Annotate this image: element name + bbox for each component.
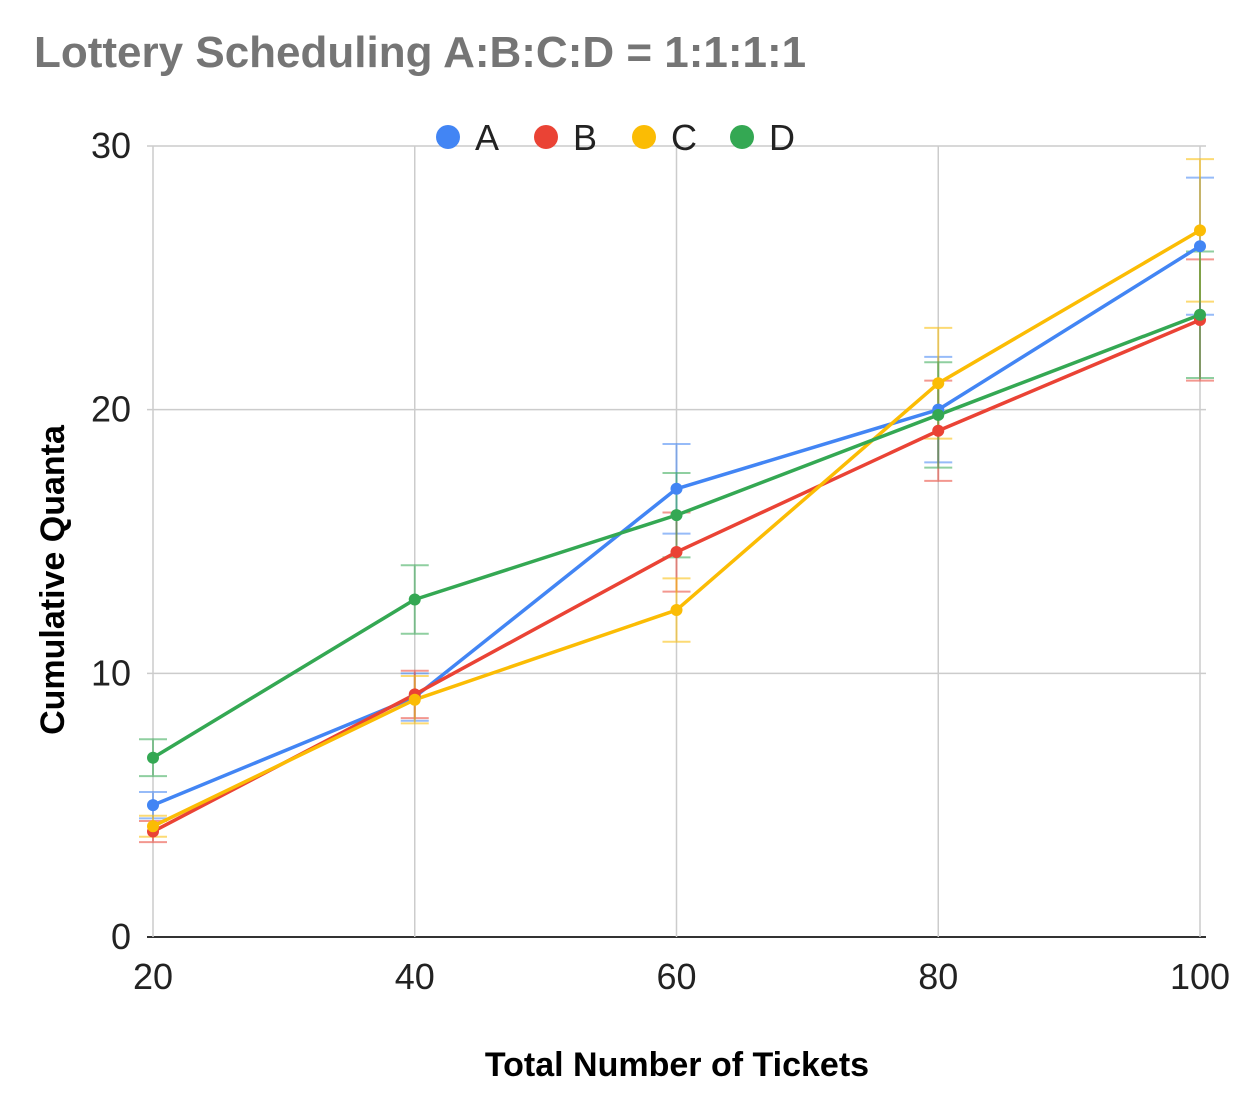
x-tick-label: 60 [656,956,696,997]
data-point-c [147,820,159,833]
legend-label: B [573,117,597,158]
x-tick-label: 80 [918,956,958,997]
data-point-d [1194,308,1206,321]
data-point-a [1194,240,1206,253]
legend-item-c: C [632,117,697,158]
x-tick-labels: 20 40 60 80 100 [133,956,1230,997]
y-tick-label: 10 [91,652,131,693]
data-point-d [147,751,159,764]
legend-item-b: B [534,117,597,158]
data-point-a [670,482,683,495]
data-point-c [408,693,421,706]
y-tick-labels: 0 10 20 30 [91,125,131,957]
x-tick-label: 100 [1170,956,1230,997]
legend-label: D [769,117,795,158]
y-axis-title: Cumulative Quanta [34,424,72,735]
legend: A B C D [436,117,795,158]
data-point-b [932,424,945,437]
legend-marker [730,125,754,149]
y-tick-label: 0 [111,916,131,957]
y-tick-label: 30 [91,125,131,166]
legend-item-a: A [436,117,499,158]
legend-marker [632,125,656,149]
data-point-d [932,408,945,421]
data-point-a [147,799,159,812]
data-point-b [670,546,683,559]
legend-marker [534,125,558,149]
legend-marker [436,125,460,149]
data-point-c [1194,224,1206,237]
x-axis-title: Total Number of Tickets [485,1046,869,1084]
data-point-d [670,509,683,522]
x-tick-label: 20 [133,956,173,997]
x-tick-label: 40 [395,956,435,997]
data-points [147,224,1206,838]
data-point-d [408,593,421,606]
data-point-c [670,604,683,617]
legend-label: C [671,117,697,158]
data-point-c [932,377,945,390]
legend-item-d: D [730,117,795,158]
chart-title: Lottery Scheduling A:B:C:D = 1:1:1:1 [34,28,807,77]
legend-label: A [475,117,499,158]
y-tick-label: 20 [91,389,131,430]
